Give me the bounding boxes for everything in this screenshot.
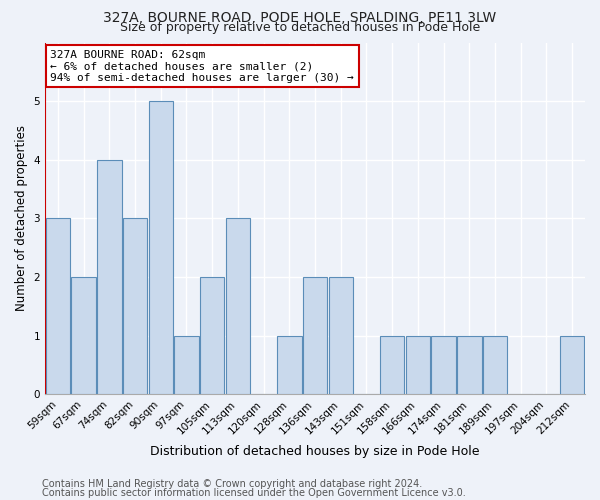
- Bar: [303, 277, 327, 394]
- Bar: [277, 336, 302, 394]
- Bar: [560, 336, 584, 394]
- Text: Size of property relative to detached houses in Pode Hole: Size of property relative to detached ho…: [120, 21, 480, 34]
- Bar: [380, 336, 404, 394]
- Bar: [174, 336, 199, 394]
- Bar: [200, 277, 224, 394]
- Bar: [329, 277, 353, 394]
- Bar: [457, 336, 482, 394]
- Bar: [483, 336, 507, 394]
- Text: Contains HM Land Registry data © Crown copyright and database right 2024.: Contains HM Land Registry data © Crown c…: [42, 479, 422, 489]
- Text: 327A, BOURNE ROAD, PODE HOLE, SPALDING, PE11 3LW: 327A, BOURNE ROAD, PODE HOLE, SPALDING, …: [103, 11, 497, 25]
- Text: 327A BOURNE ROAD: 62sqm
← 6% of detached houses are smaller (2)
94% of semi-deta: 327A BOURNE ROAD: 62sqm ← 6% of detached…: [50, 50, 354, 82]
- Y-axis label: Number of detached properties: Number of detached properties: [15, 126, 28, 312]
- Bar: [406, 336, 430, 394]
- Bar: [123, 218, 147, 394]
- Bar: [226, 218, 250, 394]
- Bar: [97, 160, 122, 394]
- Bar: [71, 277, 96, 394]
- Bar: [46, 218, 70, 394]
- Text: Contains public sector information licensed under the Open Government Licence v3: Contains public sector information licen…: [42, 488, 466, 498]
- Bar: [149, 101, 173, 394]
- Bar: [431, 336, 456, 394]
- X-axis label: Distribution of detached houses by size in Pode Hole: Distribution of detached houses by size …: [150, 444, 480, 458]
